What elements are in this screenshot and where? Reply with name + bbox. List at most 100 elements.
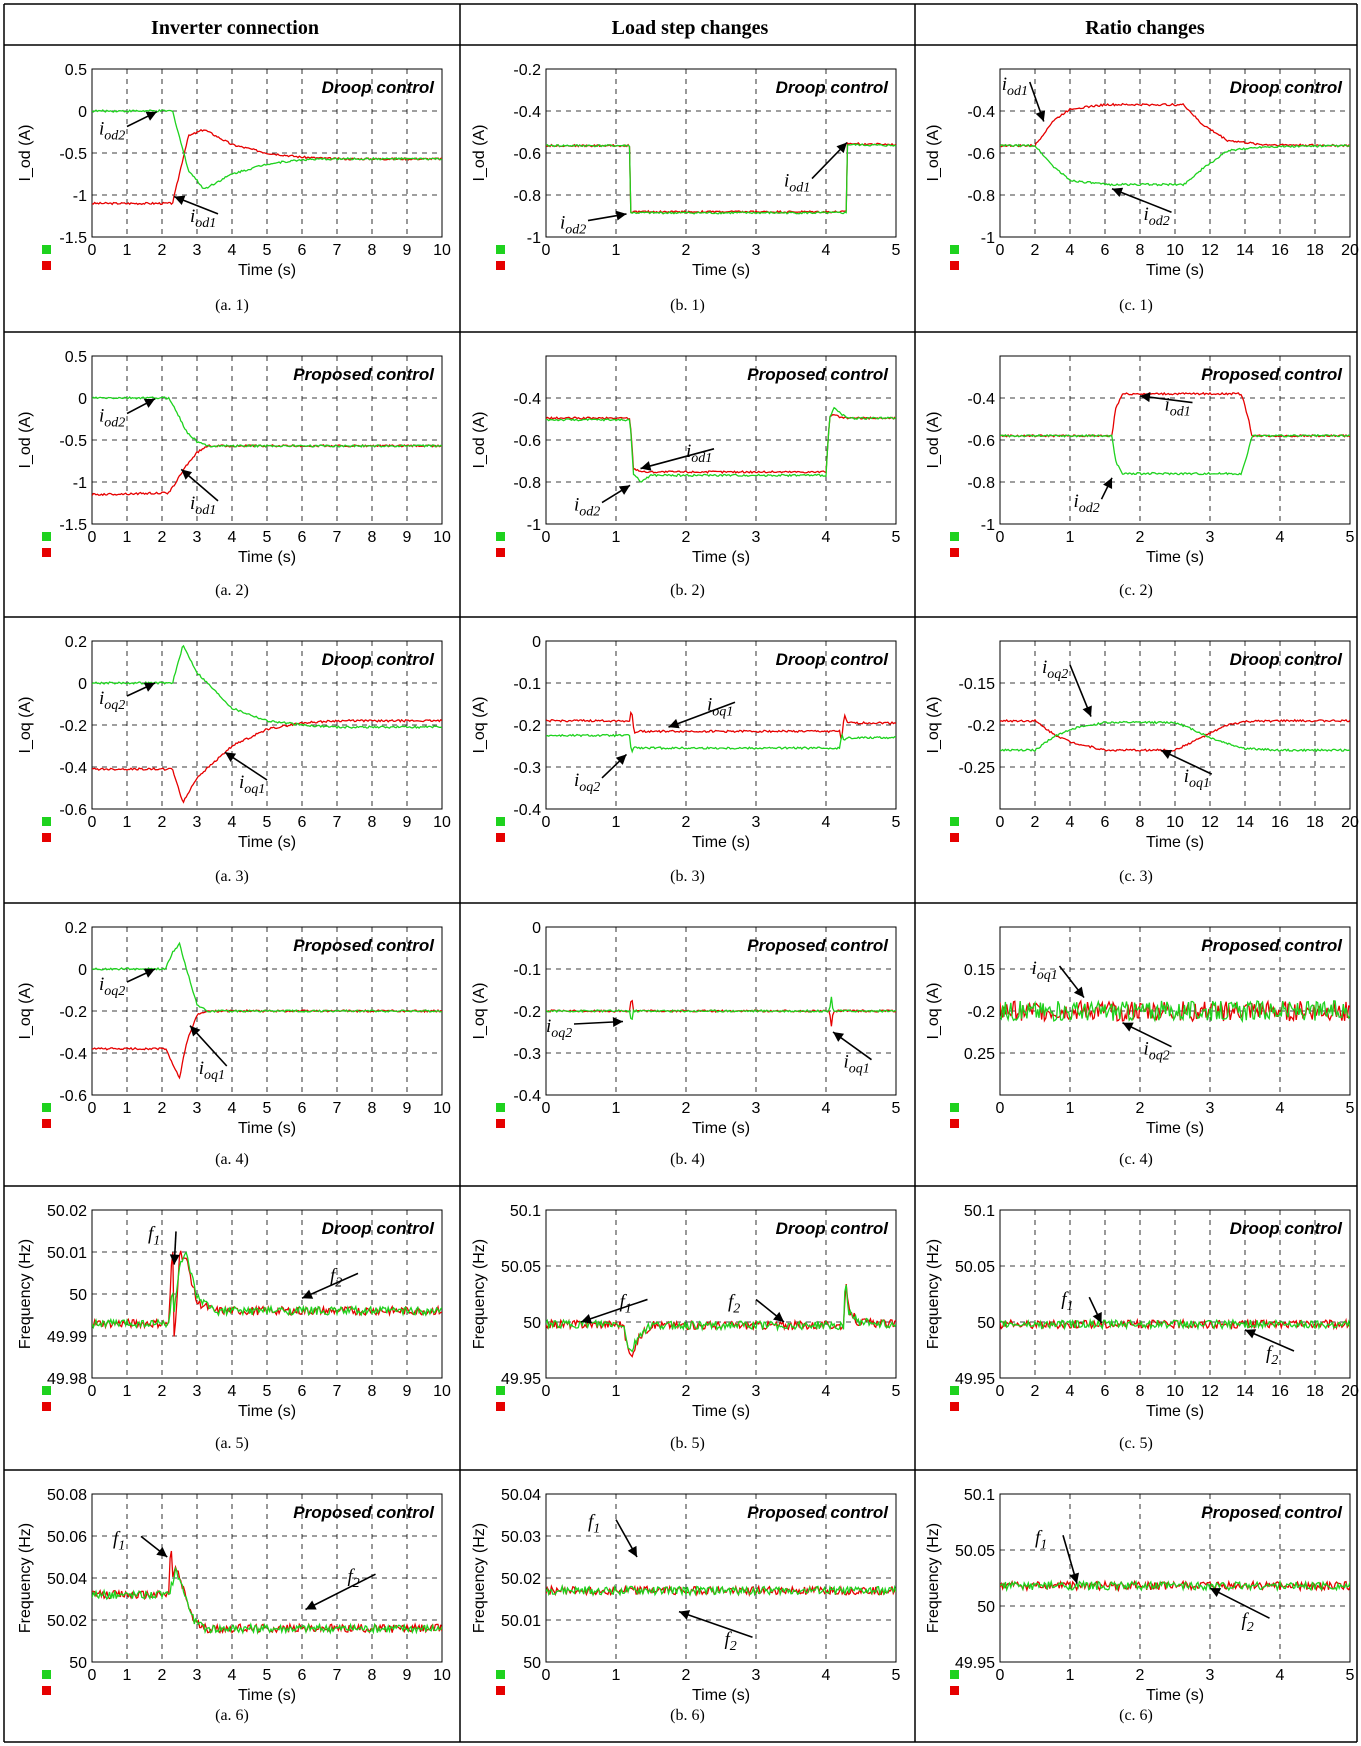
annotation-label: iod2 xyxy=(560,213,586,238)
x-tick-label: 9 xyxy=(403,529,412,546)
chart-b5: 0 1 2 3 4 5 50.1 50.05 50 49.95 Droop control Time … xyxy=(471,1203,901,1452)
x-tick-label: 6 xyxy=(298,529,307,546)
x-tick-label: 0 xyxy=(996,1667,1005,1684)
annotation-label: ioq2 xyxy=(99,688,125,713)
y-axis-label: I_od (A) xyxy=(17,412,34,469)
y-tick-label: 49.98 xyxy=(47,1371,87,1388)
x-tick-label: 3 xyxy=(1206,1100,1215,1117)
annotation-label: ioq1 xyxy=(1032,958,1058,983)
series-line-f_2 xyxy=(546,1583,896,1598)
y-tick-label: -0.8 xyxy=(967,475,995,492)
y-tick-label: 0 xyxy=(532,920,541,937)
annotation-label: f1 xyxy=(1061,1289,1073,1314)
x-axis-label: Time (s) xyxy=(1146,1687,1204,1704)
series-group xyxy=(1000,102,1350,187)
x-tick-label: 8 xyxy=(1136,242,1145,259)
annotation-arrowhead xyxy=(618,485,630,495)
y-tick-label: -0.4 xyxy=(59,760,87,777)
legend-swatch-green xyxy=(950,532,959,541)
x-tick-label: 4 xyxy=(822,1667,831,1684)
legend-swatch-red xyxy=(42,833,51,842)
control-title: Proposed control xyxy=(1201,936,1343,955)
x-tick-label: 12 xyxy=(1201,814,1219,831)
legend-swatch-green xyxy=(496,1670,505,1679)
annotation-label: f2 xyxy=(1266,1343,1278,1368)
y-tick-label: -0.4 xyxy=(513,391,541,408)
annotation-label: f2 xyxy=(728,1291,740,1316)
chart-a1: 0 1 2 3 4 5 6 7 8 9 10 0.5 0 -0.5 -1 -1.5 Droop control T… xyxy=(17,62,451,314)
y-tick-label: -0.1 xyxy=(513,676,541,693)
x-tick-label: 0 xyxy=(996,814,1005,831)
y-tick-label: 50.06 xyxy=(47,1529,87,1546)
x-tick-label: 3 xyxy=(1206,1667,1215,1684)
x-axis-label: Time (s) xyxy=(1146,1403,1204,1420)
x-tick-label: 8 xyxy=(368,1667,377,1684)
series-line-i_od2 xyxy=(546,406,896,483)
series-group xyxy=(1000,391,1350,476)
panel-caption: (c. 1) xyxy=(1119,297,1153,314)
legend-swatch-red xyxy=(950,1402,959,1411)
legend-swatch-red xyxy=(950,261,959,270)
control-title: Droop control xyxy=(322,1219,436,1238)
x-tick-label: 10 xyxy=(433,814,451,831)
x-tick-label: 4 xyxy=(228,814,237,831)
legend-swatch-red xyxy=(950,1119,959,1128)
y-tick-label: 0.25 xyxy=(964,1046,995,1063)
x-tick-label: 7 xyxy=(333,1383,342,1400)
y-tick-label: -0.6 xyxy=(59,802,87,819)
x-tick-label: 16 xyxy=(1271,242,1289,259)
legend-swatch-green xyxy=(42,245,51,254)
y-axis-label: I_oq (A) xyxy=(471,697,488,754)
column-header-3: Ratio changes xyxy=(1085,17,1205,39)
x-tick-label: 5 xyxy=(1346,1100,1355,1117)
series-line-i_oq1 xyxy=(92,718,442,804)
x-tick-label: 9 xyxy=(403,242,412,259)
legend-swatch-green xyxy=(42,1670,51,1679)
y-tick-label: -0.4 xyxy=(59,1046,87,1063)
panel-caption: (c. 5) xyxy=(1119,1435,1153,1452)
annotation-arrowhead xyxy=(833,1032,845,1042)
x-tick-label: 7 xyxy=(333,242,342,259)
legend-swatch-red xyxy=(496,548,505,557)
y-tick-label: 50.02 xyxy=(501,1571,541,1588)
x-tick-label: 2 xyxy=(1031,814,1040,831)
y-tick-label: 0.5 xyxy=(65,349,87,366)
y-tick-label: 0 xyxy=(78,391,87,408)
annotation-arrowhead xyxy=(640,461,652,471)
y-tick-label: 0 xyxy=(78,104,87,121)
y-tick-label: 50.1 xyxy=(964,1487,995,1504)
series-line-i_oq2 xyxy=(546,996,896,1021)
y-tick-label: 50 xyxy=(977,1599,995,1616)
y-axis-label: I_oq (A) xyxy=(925,697,942,754)
legend-swatch-green xyxy=(496,817,505,826)
x-tick-label: 5 xyxy=(1346,1667,1355,1684)
x-tick-label: 1 xyxy=(612,1100,621,1117)
x-axis-label: Time (s) xyxy=(238,1403,296,1420)
x-axis-label: Time (s) xyxy=(692,549,750,566)
table-lines xyxy=(3,3,1358,1743)
annotation-label: f2 xyxy=(330,1265,342,1290)
x-tick-label: 0 xyxy=(996,529,1005,546)
legend-swatch-red xyxy=(496,261,505,270)
x-tick-label: 0 xyxy=(542,1667,551,1684)
x-tick-label: 6 xyxy=(298,1383,307,1400)
chart-c5: 0 2 4 6 8 10 12 14 16 18 20 50.1 50.05 50 49.95 Droop c… xyxy=(925,1203,1359,1452)
annotation-label: iod1 xyxy=(1165,395,1191,420)
annotation-arrowhead xyxy=(143,682,155,692)
x-tick-label: 2 xyxy=(158,1383,167,1400)
x-tick-label: 7 xyxy=(333,814,342,831)
y-axis-label: Frequency (Hz) xyxy=(17,1239,34,1349)
panel-caption: (b. 2) xyxy=(670,582,705,599)
x-tick-label: 10 xyxy=(433,242,451,259)
series-line-i_oq1 xyxy=(546,710,896,740)
x-axis-label: Time (s) xyxy=(238,549,296,566)
y-tick-label: 50.1 xyxy=(964,1203,995,1220)
legend-swatch-red xyxy=(42,1119,51,1128)
x-tick-label: 0 xyxy=(88,1100,97,1117)
legend-swatch-red xyxy=(950,1686,959,1695)
series-line-i_od1 xyxy=(92,128,442,206)
x-tick-label: 2 xyxy=(158,242,167,259)
x-tick-label: 4 xyxy=(228,1100,237,1117)
legend-swatch-red xyxy=(496,1402,505,1411)
x-tick-label: 0 xyxy=(542,1383,551,1400)
